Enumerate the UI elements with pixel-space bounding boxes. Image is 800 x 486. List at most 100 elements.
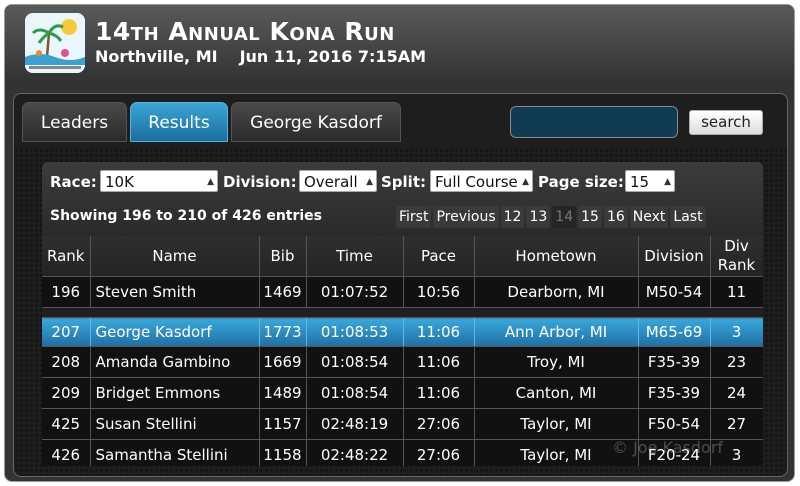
- cell-pace: 27:06: [403, 439, 475, 466]
- cell-division: F50-54: [638, 408, 711, 440]
- page-size-label: Page size:: [538, 173, 624, 191]
- cell-hometown: Taylor, MI: [474, 408, 639, 440]
- race-select-caret-icon: ▲ ▼: [207, 177, 214, 209]
- pagination-next[interactable]: Next: [629, 206, 669, 228]
- race-select[interactable]: 10K ▲ ▼: [100, 170, 218, 209]
- cell-bib: 1773: [259, 317, 307, 347]
- cell-div-rank: 11: [710, 276, 763, 308]
- table-row[interactable]: 196 Steven Smith 1469 01:07:52 10:56 Dea…: [42, 276, 763, 308]
- cell-bib: 1157: [259, 408, 307, 440]
- cell-pace: 11:06: [403, 377, 475, 409]
- pagination-page-16[interactable]: 16: [603, 206, 628, 228]
- cell-hometown: Canton, MI: [474, 377, 639, 409]
- column-header-division[interactable]: Division: [638, 236, 711, 277]
- results-panel: Leaders Results George Kasdorf search Ra…: [13, 93, 788, 477]
- copyright-watermark: © Joe Kasdorf: [612, 438, 724, 457]
- event-datetime: Jun 11, 2016 7:15AM: [239, 47, 426, 66]
- division-select-caret-icon: ▲ ▼: [366, 177, 373, 209]
- cell-div-rank: 3: [710, 317, 763, 347]
- cell-div-rank: 24: [710, 377, 763, 409]
- event-subtitle: Northville, MI Jun 11, 2016 7:15AM: [95, 47, 426, 66]
- cell-bib: 1489: [259, 377, 307, 409]
- page-size-select[interactable]: 15 ▲ ▼: [625, 170, 675, 209]
- split-select[interactable]: Full Course ▲ ▼: [430, 170, 533, 209]
- tab-results[interactable]: Results: [130, 102, 228, 142]
- results-window: 14th Annual Kona Run Northville, MI Jun 1…: [4, 4, 795, 482]
- page-size-select-value: 15: [630, 173, 650, 191]
- pagination-page-15[interactable]: 15: [578, 206, 602, 228]
- column-header-pace[interactable]: Pace: [403, 236, 475, 277]
- search-input[interactable]: [510, 106, 678, 138]
- table-row[interactable]: 426 Samantha Stellini 1158 02:48:22 27:0…: [42, 439, 763, 466]
- tab-george-kasdorf[interactable]: George Kasdorf: [231, 102, 401, 142]
- race-select-value: 10K: [105, 173, 134, 191]
- cell-rank: 207: [42, 317, 91, 347]
- cell-div-rank: 23: [710, 346, 763, 378]
- column-header-name[interactable]: Name: [90, 236, 260, 277]
- cell-division: F35-39: [638, 346, 711, 378]
- tab-leaders[interactable]: Leaders: [22, 102, 127, 142]
- table-row-highlighted[interactable]: 207 George Kasdorf 1773 01:08:53 11:06 A…: [42, 317, 763, 347]
- cell-rank: 426: [42, 439, 91, 466]
- cell-rank: 196: [42, 276, 91, 308]
- split-select-value: Full Course: [435, 173, 518, 191]
- cell-name: George Kasdorf: [90, 317, 260, 347]
- table-row[interactable]: 425 Susan Stellini 1157 02:48:19 27:06 T…: [42, 408, 763, 440]
- results-grid: Race: 10K ▲ ▼ Division: Overall ▲ ▼ Split: F…: [42, 162, 763, 466]
- row-separator-cell: [42, 307, 763, 318]
- pagination-page-14-current: 14: [552, 206, 577, 228]
- cell-bib: 1158: [259, 439, 307, 466]
- division-select[interactable]: Overall ▲ ▼: [299, 170, 377, 209]
- event-header: 14th Annual Kona Run Northville, MI Jun 1…: [5, 5, 794, 81]
- event-logo: [25, 13, 85, 73]
- cell-time: 01:08:54: [306, 377, 404, 409]
- page-size-select-caret-icon: ▲ ▼: [664, 177, 671, 209]
- cell-time: 01:08:54: [306, 346, 404, 378]
- cell-hometown: Dearborn, MI: [474, 276, 639, 308]
- cell-rank: 208: [42, 346, 91, 378]
- column-header-hometown[interactable]: Hometown: [474, 236, 639, 277]
- pagination-last[interactable]: Last: [670, 206, 706, 228]
- cell-pace: 10:56: [403, 276, 475, 308]
- cell-pace: 27:06: [403, 408, 475, 440]
- results-table: Rank Name Bib Time Pace Hometown Divisio…: [42, 236, 763, 466]
- cell-division: F20-24: [638, 439, 711, 466]
- results-controls: Race: 10K ▲ ▼ Division: Overall ▲ ▼ Split: F…: [42, 162, 763, 236]
- event-title: 14th Annual Kona Run: [95, 17, 395, 46]
- cell-div-rank: 27: [710, 408, 763, 440]
- cell-time: 02:48:22: [306, 439, 404, 466]
- search-button[interactable]: search: [689, 110, 763, 135]
- cell-hometown: Troy, MI: [474, 346, 639, 378]
- cell-bib: 1669: [259, 346, 307, 378]
- entries-info: Showing 196 to 210 of 426 entries: [50, 208, 323, 224]
- cell-name: Samantha Stellini: [90, 439, 260, 466]
- cell-bib: 1469: [259, 276, 307, 308]
- pagination-page-13[interactable]: 13: [526, 206, 551, 228]
- pagination-previous[interactable]: Previous: [433, 206, 499, 228]
- cell-pace: 11:06: [403, 346, 475, 378]
- cell-time: 01:08:53: [306, 317, 404, 347]
- cell-pace: 11:06: [403, 317, 475, 347]
- column-header-div-rank[interactable]: Div Rank: [710, 236, 763, 277]
- pagination: First Previous 12 13 14 15 16 Next Last: [396, 206, 706, 228]
- cell-division: F35-39: [638, 377, 711, 409]
- table-header-row: Rank Name Bib Time Pace Hometown Divisio…: [42, 236, 763, 277]
- table-row[interactable]: 208 Amanda Gambino 1669 01:08:54 11:06 T…: [42, 346, 763, 378]
- cell-name: Bridget Emmons: [90, 377, 260, 409]
- split-select-caret-icon: ▲ ▼: [522, 177, 529, 209]
- column-header-bib[interactable]: Bib: [259, 236, 307, 277]
- column-header-rank[interactable]: Rank: [42, 236, 91, 277]
- division-select-value: Overall: [304, 173, 358, 191]
- cell-rank: 425: [42, 408, 91, 440]
- cell-hometown: Taylor, MI: [474, 439, 639, 466]
- pagination-page-12[interactable]: 12: [500, 206, 525, 228]
- column-header-time[interactable]: Time: [306, 236, 404, 277]
- cell-name: Susan Stellini: [90, 408, 260, 440]
- row-separator: [42, 307, 763, 318]
- pagination-first[interactable]: First: [396, 206, 432, 228]
- cell-rank: 209: [42, 377, 91, 409]
- race-label: Race:: [50, 173, 97, 191]
- table-row[interactable]: 209 Bridget Emmons 1489 01:08:54 11:06 C…: [42, 377, 763, 409]
- event-location: Northville, MI: [95, 47, 218, 66]
- cell-div-rank: 3: [710, 439, 763, 466]
